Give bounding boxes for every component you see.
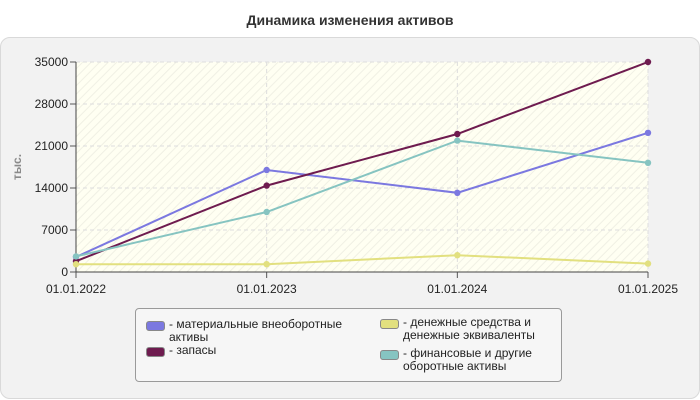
- y-tick-label: 28000: [35, 97, 69, 111]
- y-tick-label: 0: [61, 265, 68, 279]
- series-2-point[interactable]: [454, 252, 461, 259]
- legend-label-financial-assets: - финансовые и другие оборотные активы: [403, 346, 532, 373]
- y-axis-label: тыс.: [10, 154, 24, 180]
- y-tick-label: 7000: [41, 223, 68, 237]
- series-0-point[interactable]: [454, 189, 461, 196]
- series-line-3: [75, 139, 649, 258]
- series-2-point[interactable]: [263, 261, 270, 268]
- series-line-0: [75, 131, 649, 258]
- legend-swatch-material-assets: [146, 321, 165, 331]
- series-0-point[interactable]: [644, 129, 652, 136]
- series-2-point[interactable]: [644, 260, 652, 267]
- series-1-point[interactable]: [263, 182, 270, 189]
- legend-item-material-assets[interactable]: - материальные внеоборотные активы: [146, 318, 369, 344]
- legend-swatch-cash: [380, 319, 399, 329]
- series-3-point[interactable]: [263, 208, 270, 216]
- legend-item-inventory[interactable]: - запасы: [146, 344, 369, 357]
- y-tick-label: 35000: [35, 55, 69, 69]
- legend: - материальные внеоборотные активы - зап…: [135, 308, 562, 382]
- series-1-point[interactable]: [644, 58, 652, 66]
- chart-title: Динамика изменения активов: [246, 12, 454, 28]
- series-line-2: [76, 254, 649, 266]
- x-tick-label: 01.01.2022: [46, 282, 106, 296]
- series-2-point[interactable]: [72, 261, 80, 268]
- series-3-point[interactable]: [72, 253, 80, 260]
- y-tick-label: 21000: [35, 139, 69, 153]
- legend-item-financial-assets[interactable]: - финансовые и другие оборотные активы: [380, 347, 573, 373]
- series-line-1: [75, 61, 649, 263]
- series-3-point[interactable]: [454, 137, 461, 144]
- series-0-point[interactable]: [263, 166, 270, 174]
- series-3-point[interactable]: [644, 159, 652, 166]
- legend-item-cash[interactable]: - денежные средства и денежные эквивален…: [380, 316, 573, 342]
- legend-swatch-inventory: [146, 347, 165, 357]
- legend-label-cash: - денежные средства и денежные эквивален…: [403, 315, 535, 342]
- x-tick-label: 01.01.2025: [618, 282, 678, 296]
- x-tick-label: 01.01.2024: [427, 282, 487, 296]
- series-1-point[interactable]: [454, 130, 461, 138]
- legend-label-material-assets: - материальные внеоборотные активы: [169, 317, 342, 344]
- x-tick-label: 01.01.2023: [237, 282, 297, 296]
- legend-label-inventory: - запасы: [169, 343, 217, 357]
- legend-swatch-financial-assets: [380, 350, 399, 360]
- y-tick-label: 14000: [35, 181, 69, 195]
